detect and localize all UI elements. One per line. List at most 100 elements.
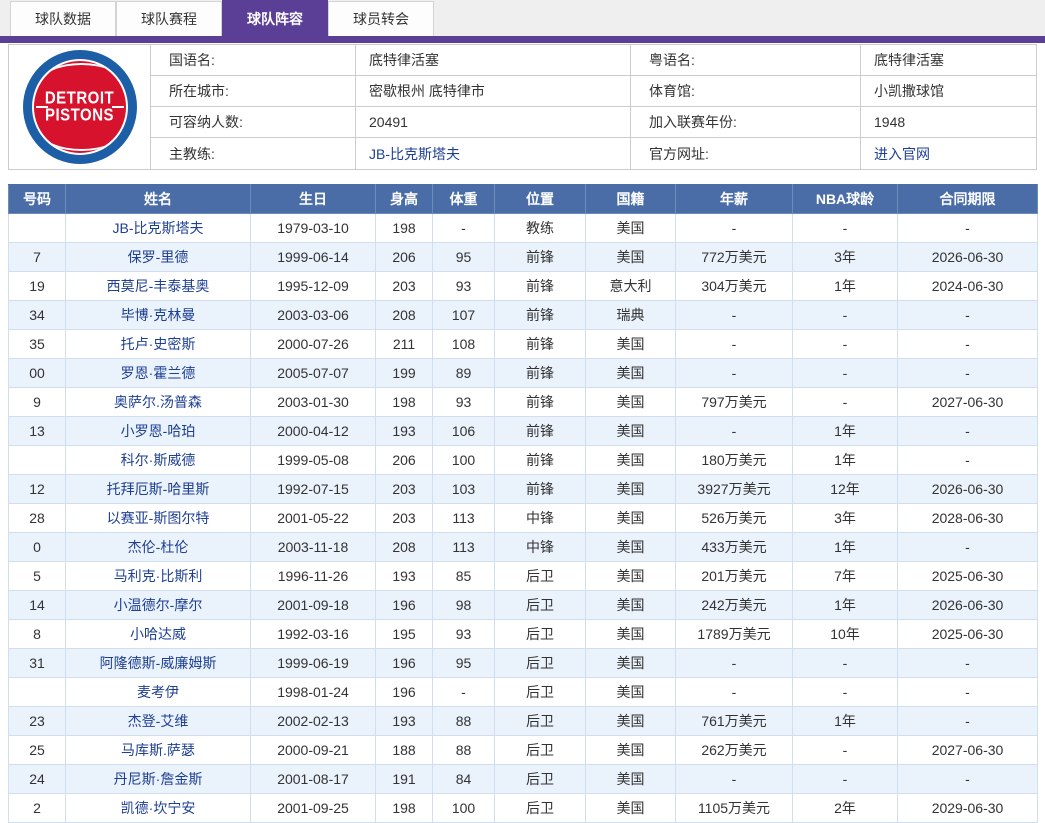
player-link[interactable]: 奥萨尔.汤普森 bbox=[114, 394, 202, 410]
player-link[interactable]: 小哈达威 bbox=[130, 626, 186, 642]
cell-name: 托卢·史密斯 bbox=[65, 329, 251, 359]
cell-nba-age: - bbox=[792, 213, 898, 243]
table-row: 7 保罗-里德 1999-06-14 206 95 前锋 美国 772万美元 3年 2026-06… bbox=[8, 242, 1038, 272]
player-link[interactable]: 小温德尔-摩尔 bbox=[113, 597, 203, 613]
player-link[interactable]: 麦考伊 bbox=[137, 684, 179, 700]
table-row: 23 杰登-艾维 2002-02-13 193 88 后卫 美国 761万美元 1年 - bbox=[8, 706, 1038, 736]
cell-number: 9 bbox=[8, 387, 66, 417]
column-header-nba-age: NBA球龄 bbox=[792, 184, 898, 214]
label-cn-name: 国语名: bbox=[151, 45, 356, 76]
player-link[interactable]: 凯德·坎宁安 bbox=[120, 800, 196, 816]
table-row: 19 西莫尼-丰泰基奥 1995-12-09 203 93 前锋 意大利 304万美元 1年 20… bbox=[8, 271, 1038, 301]
table-row: 31 阿隆德斯-威廉姆斯 1999-06-19 196 95 后卫 美国 - - - bbox=[8, 648, 1038, 678]
cell-name: 杰伦-杜伦 bbox=[65, 532, 251, 562]
cell-number: 31 bbox=[8, 648, 66, 678]
value-capacity: 20491 bbox=[356, 107, 631, 138]
cell-weight: 88 bbox=[432, 706, 495, 736]
cell-nationality: 美国 bbox=[585, 532, 676, 562]
cell-name: 小罗恩-哈珀 bbox=[65, 416, 251, 446]
player-link[interactable]: 罗恩·霍兰德 bbox=[120, 365, 196, 381]
cell-name: 保罗-里德 bbox=[65, 242, 251, 272]
cell-salary: 201万美元 bbox=[675, 561, 793, 591]
player-link[interactable]: 托拜厄斯-哈里斯 bbox=[106, 481, 210, 497]
column-header-weight: 体重 bbox=[432, 184, 495, 214]
cell-nationality: 美国 bbox=[585, 648, 676, 678]
accent-bar bbox=[0, 36, 1045, 43]
cell-height: 198 bbox=[375, 387, 433, 417]
player-link[interactable]: 毕博·克林曼 bbox=[120, 307, 196, 323]
cell-birthday: 1999-06-19 bbox=[250, 648, 376, 678]
player-link[interactable]: 阿隆德斯-威廉姆斯 bbox=[99, 655, 217, 671]
cell-weight: 113 bbox=[432, 532, 495, 562]
player-link[interactable]: 科尔·斯威德 bbox=[120, 452, 196, 468]
cell-nationality: 瑞典 bbox=[585, 300, 676, 330]
pistons-logo-ball: DETROIT PISTONS bbox=[31, 59, 128, 155]
cell-nba-age: 1年 bbox=[792, 271, 898, 301]
column-header-number: 号码 bbox=[8, 184, 66, 214]
value-head-coach: JB-比克斯塔夫 bbox=[356, 138, 631, 169]
player-link[interactable]: 马库斯.萨瑟 bbox=[121, 742, 195, 758]
cell-nationality: 美国 bbox=[585, 329, 676, 359]
cell-salary: - bbox=[675, 677, 793, 707]
cell-height: 196 bbox=[375, 677, 433, 707]
logo-text-line1: DETROIT bbox=[44, 88, 115, 109]
head-coach-link[interactable]: JB-比克斯塔夫 bbox=[369, 145, 460, 162]
cell-weight: 89 bbox=[432, 358, 495, 388]
cell-position: 中锋 bbox=[494, 503, 586, 533]
cell-birthday: 1995-12-09 bbox=[250, 271, 376, 301]
cell-position: 前锋 bbox=[494, 242, 586, 272]
cell-height: 203 bbox=[375, 271, 433, 301]
table-row: JB-比克斯塔夫 1979-03-10 198- 教练 美国 - - - bbox=[8, 213, 1038, 243]
player-link[interactable]: 丹尼斯·詹金斯 bbox=[113, 771, 203, 787]
cell-position: 前锋 bbox=[494, 271, 586, 301]
tab-player-transfers[interactable]: 球员转会 bbox=[328, 1, 434, 36]
player-link[interactable]: JB-比克斯塔夫 bbox=[112, 220, 204, 236]
cell-position: 中锋 bbox=[494, 532, 586, 562]
cell-contract-until: 2026-06-30 bbox=[897, 474, 1038, 504]
column-header-birthday: 生日 bbox=[250, 184, 376, 214]
cell-position: 后卫 bbox=[494, 619, 586, 649]
cell-nationality: 美国 bbox=[585, 242, 676, 272]
cell-height: 208 bbox=[375, 300, 433, 330]
cell-salary: 242万美元 bbox=[675, 590, 793, 620]
player-link[interactable]: 马利克·比斯利 bbox=[113, 568, 203, 584]
cell-number: 8 bbox=[8, 619, 66, 649]
player-link[interactable]: 小罗恩-哈珀 bbox=[120, 423, 196, 439]
cell-weight: 106 bbox=[432, 416, 495, 446]
player-link[interactable]: 杰登-艾维 bbox=[127, 713, 189, 729]
cell-height: 191 bbox=[375, 764, 433, 794]
label-capacity: 可容纳人数: bbox=[151, 107, 356, 138]
tab-team-schedule[interactable]: 球队赛程 bbox=[116, 1, 222, 36]
tab-team-roster[interactable]: 球队阵容 bbox=[222, 0, 328, 36]
cell-name: 凯德·坎宁安 bbox=[65, 793, 251, 823]
table-row: 5 马利克·比斯利 1996-11-26 193 85 后卫 美国 201万美元 7年 2025-… bbox=[8, 561, 1038, 591]
team-logo-cell: DETROIT PISTONS bbox=[9, 45, 151, 169]
roster-table: 号码 姓名 生日 身高 体重 位置 国籍 年薪 NBA球龄 合同期限 JB-比克斯塔夫 1979-0… bbox=[8, 184, 1038, 823]
cell-birthday: 2005-07-07 bbox=[250, 358, 376, 388]
table-row: 13 小罗恩-哈珀 2000-04-12 193 106 前锋 美国 -1年 - bbox=[8, 416, 1038, 446]
cell-nba-age: - bbox=[792, 735, 898, 765]
cell-nationality: 美国 bbox=[585, 416, 676, 446]
cell-weight: 84 bbox=[432, 764, 495, 794]
table-row: 28 以赛亚-斯图尔特 2001-05-22 203 113 中锋 美国 526万美元 3年 20… bbox=[8, 503, 1038, 533]
column-header-contract-until: 合同期限 bbox=[897, 184, 1038, 214]
cell-weight: 93 bbox=[432, 271, 495, 301]
tab-team-data[interactable]: 球队数据 bbox=[10, 1, 116, 36]
player-link[interactable]: 西莫尼-丰泰基奥 bbox=[106, 278, 210, 294]
table-row: 24 丹尼斯·詹金斯 2001-08-17 191 84 后卫 美国 - - - bbox=[8, 764, 1038, 794]
cell-height: 206 bbox=[375, 242, 433, 272]
cell-weight: 93 bbox=[432, 619, 495, 649]
player-link[interactable]: 以赛亚-斯图尔特 bbox=[106, 510, 210, 526]
cell-position: 后卫 bbox=[494, 793, 586, 823]
table-row: 35 托卢·史密斯 2000-07-26 211 108 前锋 美国 - - - bbox=[8, 329, 1038, 359]
cell-name: 麦考伊 bbox=[65, 677, 251, 707]
cell-number bbox=[8, 213, 66, 243]
player-link[interactable]: 杰伦-杜伦 bbox=[127, 539, 189, 555]
player-link[interactable]: 托卢·史密斯 bbox=[120, 336, 196, 352]
cell-position: 前锋 bbox=[494, 387, 586, 417]
player-link[interactable]: 保罗-里德 bbox=[127, 249, 189, 265]
cell-nationality: 美国 bbox=[585, 503, 676, 533]
official-site-link[interactable]: 进入官网 bbox=[874, 145, 930, 162]
table-row: 麦考伊 1998-01-24 196- 后卫 美国 - - - bbox=[8, 677, 1038, 707]
cell-birthday: 2001-05-22 bbox=[250, 503, 376, 533]
